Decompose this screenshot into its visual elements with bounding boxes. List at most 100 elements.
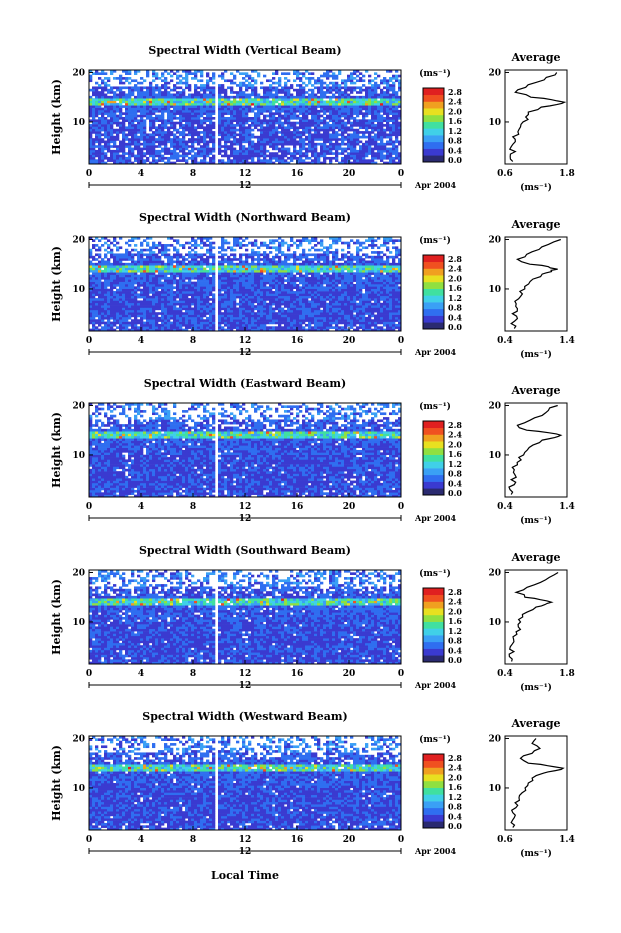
heatmap-cell xyxy=(281,98,284,101)
heatmap-cell xyxy=(197,305,200,308)
heatmap-cell xyxy=(287,112,290,115)
heatmap-cell xyxy=(353,308,356,311)
heatmap-cell xyxy=(230,79,233,82)
heatmap-cell xyxy=(314,157,317,160)
heatmap-cell xyxy=(167,133,170,136)
heatmap-cell xyxy=(341,322,344,325)
heatmap-cell xyxy=(383,77,386,80)
heatmap-cell xyxy=(290,155,293,158)
heatmap-cell xyxy=(389,312,392,315)
heatmap-cell xyxy=(347,145,350,148)
heatmap-cell xyxy=(326,89,329,92)
heatmap-cell xyxy=(371,310,374,313)
heatmap-cell xyxy=(155,319,158,322)
heatmap-cell xyxy=(203,308,206,311)
heatmap-cell xyxy=(173,122,176,125)
heatmap-cell xyxy=(161,105,164,108)
heatmap-cell xyxy=(227,305,230,308)
heatmap-cell xyxy=(395,305,398,308)
heatmap-cell xyxy=(350,300,353,303)
heatmap-cell xyxy=(278,317,281,320)
heatmap-cell xyxy=(200,148,203,151)
heatmap-cell xyxy=(131,136,134,139)
heatmap-cell xyxy=(203,289,206,292)
heatmap-cell xyxy=(311,110,314,113)
heatmap-cell xyxy=(170,89,173,92)
heatmap-cell xyxy=(152,117,155,120)
heatmap-cell xyxy=(158,317,161,320)
heatmap-cell xyxy=(227,145,230,148)
heatmap-cell xyxy=(107,289,110,292)
heatmap-cell xyxy=(389,319,392,322)
heatmap-cell xyxy=(356,79,359,82)
heatmap-cell xyxy=(335,324,338,327)
heatmap-cell xyxy=(383,310,386,313)
heatmap-cell xyxy=(245,110,248,113)
heatmap-cell xyxy=(323,293,326,296)
colorbar-swatch xyxy=(423,142,444,149)
heatmap-cell xyxy=(158,103,161,106)
heatmap-cell xyxy=(125,289,128,292)
heatmap-cell xyxy=(269,155,272,158)
heatmap-cell xyxy=(344,110,347,113)
heatmap-cell xyxy=(176,322,179,325)
heatmap-cell xyxy=(287,103,290,106)
heatmap-cell xyxy=(179,303,182,306)
heatmap-cell xyxy=(143,324,146,327)
heatmap-cell xyxy=(104,101,107,104)
heatmap-cell xyxy=(209,119,212,122)
heatmap-cell xyxy=(173,133,176,136)
heatmap-cell xyxy=(224,101,227,104)
heatmap-cell xyxy=(314,296,317,299)
heatmap-cell xyxy=(308,305,311,308)
heatmap-cell xyxy=(158,319,161,322)
heatmap-cell xyxy=(221,315,224,318)
heatmap-cell xyxy=(287,72,290,75)
heatmap-cell xyxy=(323,75,326,78)
heatmap-cell xyxy=(104,117,107,120)
heatmap-cell xyxy=(359,296,362,299)
colorbar-swatch xyxy=(423,122,444,129)
heatmap-cell xyxy=(320,150,323,153)
heatmap-cell xyxy=(377,94,380,97)
heatmap-cell xyxy=(338,303,341,306)
heatmap-cell xyxy=(119,312,122,315)
heatmap-cell xyxy=(257,148,260,151)
heatmap-cell xyxy=(263,136,266,139)
heatmap-cell xyxy=(101,145,104,148)
heatmap-cell xyxy=(122,101,125,104)
heatmap-cell xyxy=(95,141,98,144)
heatmap-cell xyxy=(245,115,248,118)
heatmap-cell xyxy=(257,141,260,144)
heatmap-cell xyxy=(326,145,329,148)
heatmap-cell xyxy=(293,324,296,327)
heatmap-cell xyxy=(188,112,191,115)
heatmap-cell xyxy=(380,131,383,134)
heatmap-cell xyxy=(302,110,305,113)
heatmap-cell xyxy=(197,319,200,322)
heatmap-cell xyxy=(158,138,161,141)
heatmap-cell xyxy=(233,110,236,113)
heatmap-cell xyxy=(149,115,152,118)
heatmap-cell xyxy=(137,300,140,303)
heatmap-cell xyxy=(194,308,197,311)
heatmap-cell xyxy=(371,124,374,127)
heatmap-cell xyxy=(209,159,212,162)
heatmap-cell xyxy=(278,289,281,292)
heatmap-cell xyxy=(161,319,164,322)
heatmap-cell xyxy=(302,310,305,313)
heatmap-cell xyxy=(341,103,344,106)
heatmap-cell xyxy=(218,119,221,122)
heatmap-cell xyxy=(290,315,293,318)
heatmap-cell xyxy=(386,319,389,322)
heatmap-cell xyxy=(137,126,140,129)
heatmap-cell xyxy=(203,150,206,153)
heatmap-cell xyxy=(359,312,362,315)
heatmap-cell xyxy=(371,112,374,115)
heatmap-cell xyxy=(248,101,251,104)
heatmap-cell xyxy=(200,112,203,115)
heatmap-cell xyxy=(380,310,383,313)
heatmap-cell xyxy=(113,296,116,299)
heatmap-cell xyxy=(275,322,278,325)
heatmap-cell xyxy=(374,303,377,306)
